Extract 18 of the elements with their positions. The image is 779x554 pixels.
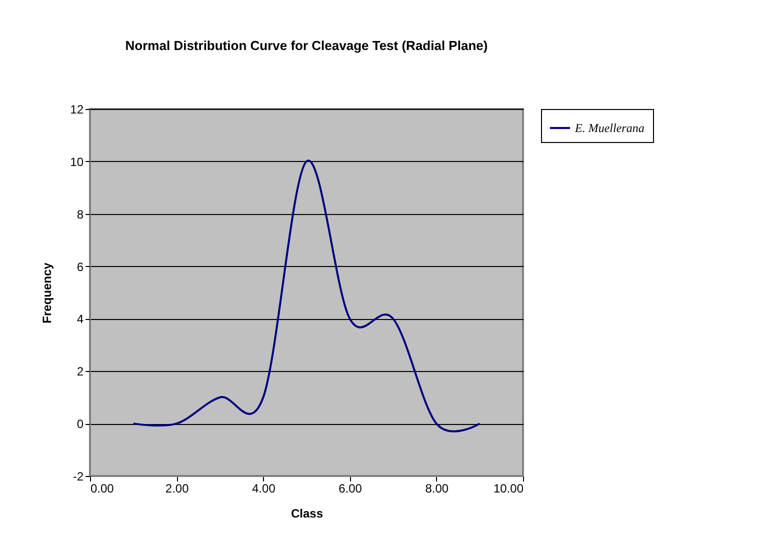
x-tick-label: 0.00 [90, 482, 114, 496]
y-tick-label: 2 [76, 364, 84, 379]
chart-title: Normal Distribution Curve for Cleavage Test (Radial Plane) [125, 38, 488, 53]
x-tick-label: 4.00 [252, 482, 276, 496]
x-tick-label: 6.00 [338, 482, 362, 496]
x-tick-label: 10.00 [493, 482, 524, 496]
legend-label: E. Muellerana [574, 121, 644, 135]
y-tick-label: 8 [76, 207, 84, 222]
y-tick-label: 10 [70, 154, 84, 169]
x-axis-title: Class [290, 506, 324, 520]
y-tick-label: 0 [76, 417, 84, 432]
x-tick-label: 2.00 [165, 482, 190, 496]
y-tick-label: 6 [76, 260, 84, 274]
y-tick-label: -2 [72, 470, 84, 484]
y-tick-label: 4 [76, 312, 84, 326]
y-tick-label: 12 [70, 102, 84, 116]
x-tick-label: 8.00 [425, 482, 449, 496]
y-axis-title: Frequency [40, 262, 54, 324]
